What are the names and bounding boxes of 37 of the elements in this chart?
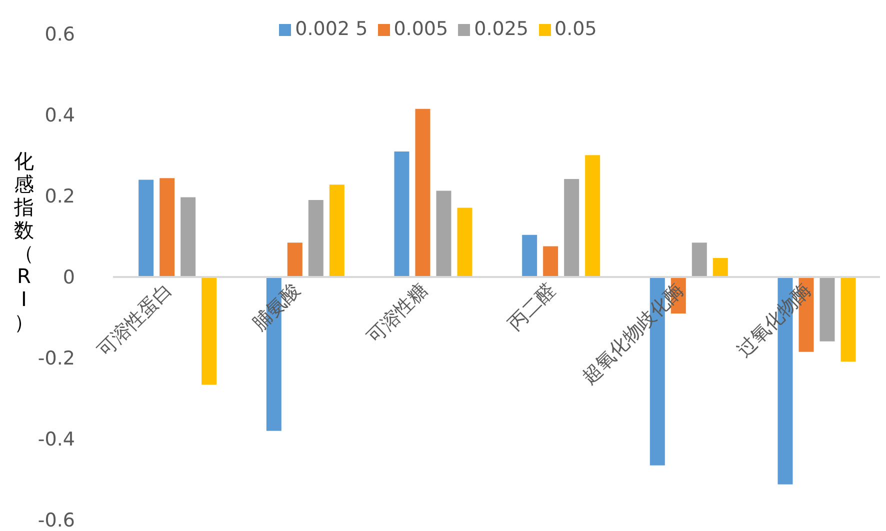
y-tick-label: 0.6: [44, 24, 75, 46]
x-tick-label: 过氧化物酶: [732, 278, 816, 362]
x-tick-label: 丙二醛: [504, 278, 560, 335]
bar: [436, 190, 452, 277]
y-tick-label: 0.2: [44, 186, 75, 208]
bar: [585, 155, 600, 277]
bar: [329, 184, 344, 277]
x-tick-label: 超氧化物歧化酶: [578, 278, 688, 389]
bar: [564, 178, 580, 277]
bar: [180, 197, 196, 277]
bar: [202, 277, 217, 385]
bar: [457, 208, 472, 277]
y-tick-label: -0.6: [38, 510, 75, 531]
y-tick-label: -0.4: [38, 428, 75, 451]
y-tick-label: 0: [62, 266, 75, 289]
x-tick-label: 可溶性蛋白: [94, 278, 176, 362]
bar: [692, 242, 707, 277]
bar: [522, 234, 538, 277]
x-tick-label: 可溶性糖: [362, 278, 432, 348]
bar: [308, 200, 324, 277]
bar: [138, 180, 154, 277]
bar: [394, 151, 410, 277]
bar: [820, 277, 835, 342]
y-tick-label: 0.4: [44, 104, 75, 127]
bar: [287, 242, 302, 277]
y-axis-title: 化感指数（RI）: [12, 150, 36, 334]
legend-label: 0.005: [394, 18, 448, 40]
legend-label: 0.05: [554, 18, 597, 40]
legend-label: 0.025: [474, 18, 529, 40]
x-tick-label: 脯氨酸: [248, 278, 304, 335]
legend-label: 0.002 5: [295, 18, 368, 40]
bar: [840, 277, 856, 362]
bar: [415, 108, 430, 277]
y-tick-label: -0.2: [38, 348, 75, 370]
bar: [712, 258, 728, 277]
bar: [543, 246, 558, 277]
bar: [160, 178, 175, 277]
